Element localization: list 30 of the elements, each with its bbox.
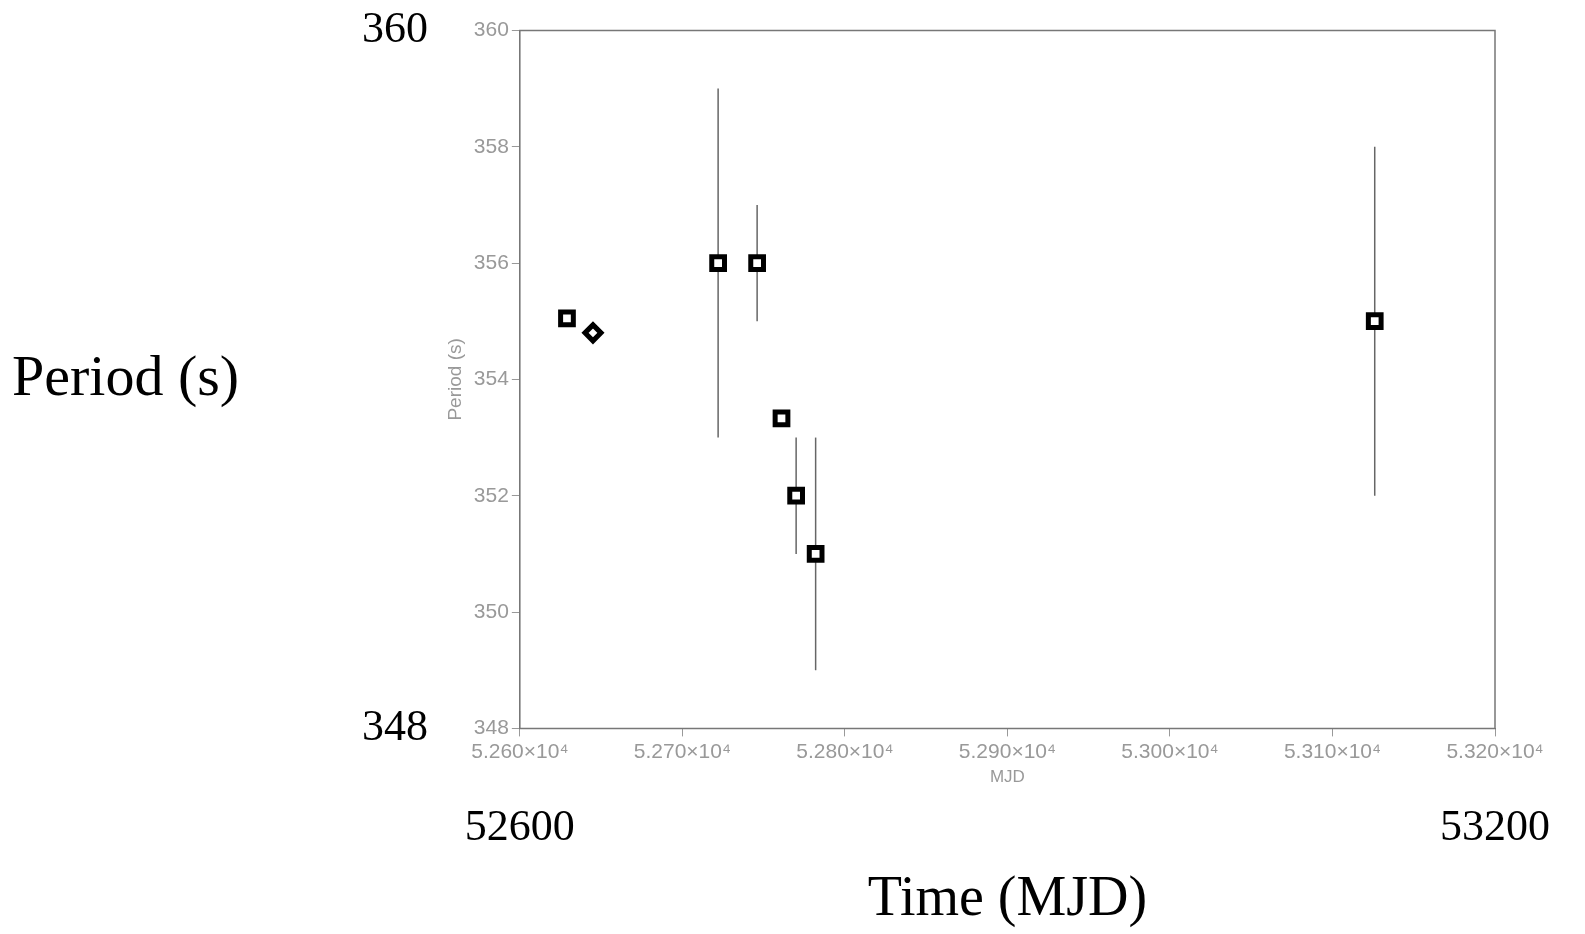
- point: [1365, 312, 1384, 331]
- point: [787, 486, 805, 505]
- y-tick-label: 356: [473, 249, 509, 273]
- point: [806, 545, 825, 563]
- x2-tick-label: 53200: [1440, 800, 1550, 850]
- y2-tick-label: 348: [362, 700, 428, 750]
- y-tick-label: 350: [473, 598, 509, 622]
- x-tick-label: 5.290×10⁴: [958, 738, 1057, 762]
- y-tick-label: 358: [473, 133, 509, 157]
- y-axis-title: Period (s): [443, 338, 465, 421]
- x-tick-label: 5.320×10⁴: [1446, 738, 1544, 762]
- point: [558, 309, 576, 328]
- x-tick-label: 5.260×10⁴: [471, 738, 569, 762]
- y-tick-label: 354: [473, 366, 510, 390]
- y-tick-label: 348: [473, 715, 509, 739]
- point: [582, 322, 604, 344]
- y-tick-label: 352: [473, 482, 509, 506]
- x-tick-label: 5.310×10⁴: [1283, 738, 1382, 762]
- point: [709, 254, 727, 272]
- y2-axis-title: Period (s): [12, 342, 240, 408]
- point: [748, 254, 766, 272]
- x2-tick-label: 52600: [464, 800, 575, 850]
- x-tick-label: 5.280×10⁴: [796, 738, 894, 762]
- x-tick-label: 5.300×10⁴: [1121, 738, 1219, 762]
- x-tick-label: 5.270×10⁴: [633, 738, 731, 762]
- y-tick-label: 360: [473, 17, 509, 41]
- x2-axis-title: Time (MJD): [867, 865, 1148, 929]
- x-axis-title: MJD: [989, 767, 1025, 787]
- point: [772, 409, 791, 428]
- y2-tick-label: 360: [362, 2, 428, 52]
